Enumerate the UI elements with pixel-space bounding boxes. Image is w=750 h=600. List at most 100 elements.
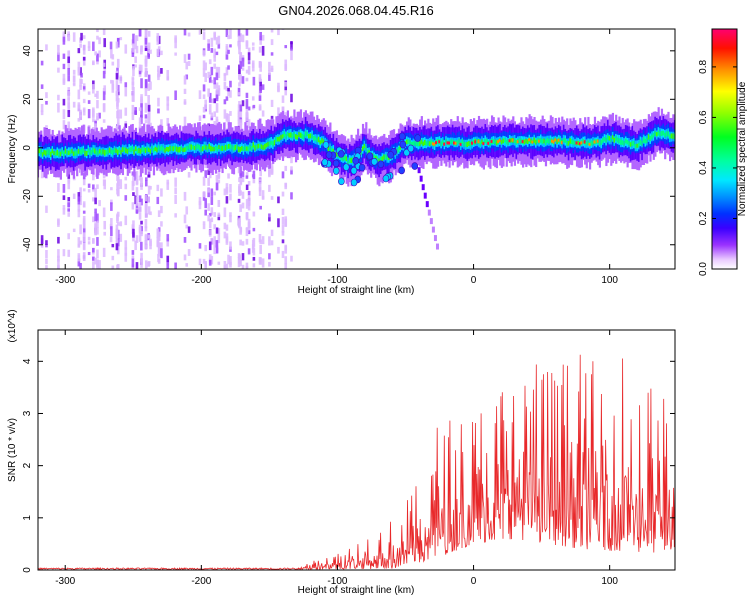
heatmap-cell <box>156 196 160 205</box>
heatmap-cell <box>116 98 120 103</box>
heatmap-cell <box>144 203 148 210</box>
colorbar-tick-label: 0.2 <box>698 211 709 225</box>
heatmap-cell <box>321 138 324 144</box>
heatmap-peak <box>487 141 491 145</box>
heatmap-cell <box>165 146 169 152</box>
heatmap-cell <box>670 133 673 139</box>
heatmap-cell <box>223 99 227 105</box>
heatmap-cell <box>290 169 293 175</box>
heatmap-cell <box>262 145 265 150</box>
heatmap-cell <box>160 50 163 56</box>
heatmap-cell <box>290 41 293 45</box>
heatmap-cell <box>118 147 121 153</box>
heatmap-cell <box>245 227 249 237</box>
heatmap-cell <box>366 149 370 155</box>
heatmap-cell <box>210 115 214 121</box>
y-tick-label: -40 <box>22 237 33 252</box>
heatmap-cell <box>130 147 133 153</box>
heatmap-cell <box>247 61 251 65</box>
heatmap-cell <box>585 141 588 146</box>
heatmap-cell <box>217 43 221 49</box>
heatmap-cell <box>157 65 160 72</box>
heatmap-cell <box>322 139 325 144</box>
heatmap-cell <box>270 115 274 121</box>
heatmap-cell <box>87 148 90 153</box>
heatmap-cell <box>135 170 139 179</box>
heatmap-cell <box>157 73 160 81</box>
heatmap-cell <box>200 146 203 153</box>
heatmap-cell <box>149 49 152 54</box>
heatmap-cell <box>247 119 251 129</box>
heatmap-cell <box>196 144 200 149</box>
heatmap-cell <box>202 29 206 32</box>
heatmap-cell <box>94 197 97 205</box>
heatmap-cell <box>40 235 44 245</box>
heatmap-cell <box>134 171 137 181</box>
heatmap-cell <box>57 183 60 192</box>
heatmap-cell <box>77 118 81 122</box>
heatmap-peak <box>438 140 442 144</box>
heatmap-cell <box>72 193 76 199</box>
heatmap-cell <box>647 134 650 140</box>
x-tick-label: -200 <box>191 576 211 587</box>
snr-series-line <box>38 354 675 570</box>
heatmap-cell <box>284 263 288 269</box>
heatmap-peak <box>454 141 458 145</box>
heatmap-cell <box>113 147 116 153</box>
heatmap-cell <box>268 236 271 241</box>
heatmap-cell <box>204 162 207 169</box>
heatmap-cell <box>144 226 148 232</box>
heatmap-cell <box>241 100 245 107</box>
heatmap-cell <box>67 91 70 101</box>
heatmap-blob <box>398 132 406 141</box>
heatmap-cell <box>138 70 142 75</box>
heatmap-cell <box>251 96 255 101</box>
heatmap-cell <box>138 122 142 129</box>
heatmap-cell <box>135 196 139 206</box>
heatmap-cell <box>268 141 272 146</box>
heatmap-cell <box>238 184 241 193</box>
heatmap-cell <box>210 145 213 152</box>
heatmap-cell <box>147 113 151 117</box>
heatmap-cell <box>79 43 82 48</box>
heatmap-cell <box>183 29 187 36</box>
heatmap-cell <box>250 146 254 151</box>
heatmap-cell <box>208 218 212 229</box>
heatmap-cell <box>162 146 165 152</box>
heatmap-cell <box>610 137 613 143</box>
heatmap-cell <box>157 97 160 107</box>
heatmap-cell <box>567 140 570 146</box>
heatmap-cell <box>82 224 86 229</box>
heatmap-cell <box>210 47 214 53</box>
heatmap-cell <box>215 37 219 45</box>
heatmap-cell <box>637 142 641 148</box>
heatmap-cell <box>247 47 251 55</box>
heatmap-cell <box>620 139 623 145</box>
heatmap-cell <box>237 146 240 153</box>
heatmap-cell <box>138 201 142 208</box>
heatmap-cell <box>252 263 256 268</box>
heatmap-cell <box>134 146 138 152</box>
heatmap-cell <box>215 116 219 122</box>
heatmap-cell <box>57 255 60 262</box>
heatmap-peak <box>459 142 463 146</box>
heatmap-cell <box>160 242 163 248</box>
heatmap-cell <box>198 200 202 210</box>
heatmap-cell <box>98 200 101 207</box>
colorbar: 0.0 0.2 0.4 0.6 0.8 Normalized spectral ampl… <box>698 28 748 276</box>
heatmap-cell <box>139 148 142 154</box>
heatmap-cell <box>268 213 271 218</box>
heatmap-cell <box>304 131 307 137</box>
heatmap-cell <box>182 147 185 153</box>
heatmap-cell <box>77 48 81 54</box>
heatmap-cell <box>115 80 119 90</box>
heatmap-cell <box>208 92 212 103</box>
heatmap-cell <box>239 108 243 117</box>
heatmap-cell <box>144 47 148 52</box>
heatmap-cell <box>484 139 487 144</box>
heatmap-cell <box>273 139 276 146</box>
heatmap-cell <box>46 149 49 155</box>
heatmap-cell <box>40 170 44 179</box>
heatmap-cell <box>603 136 606 142</box>
heatmap-cell <box>135 203 139 213</box>
